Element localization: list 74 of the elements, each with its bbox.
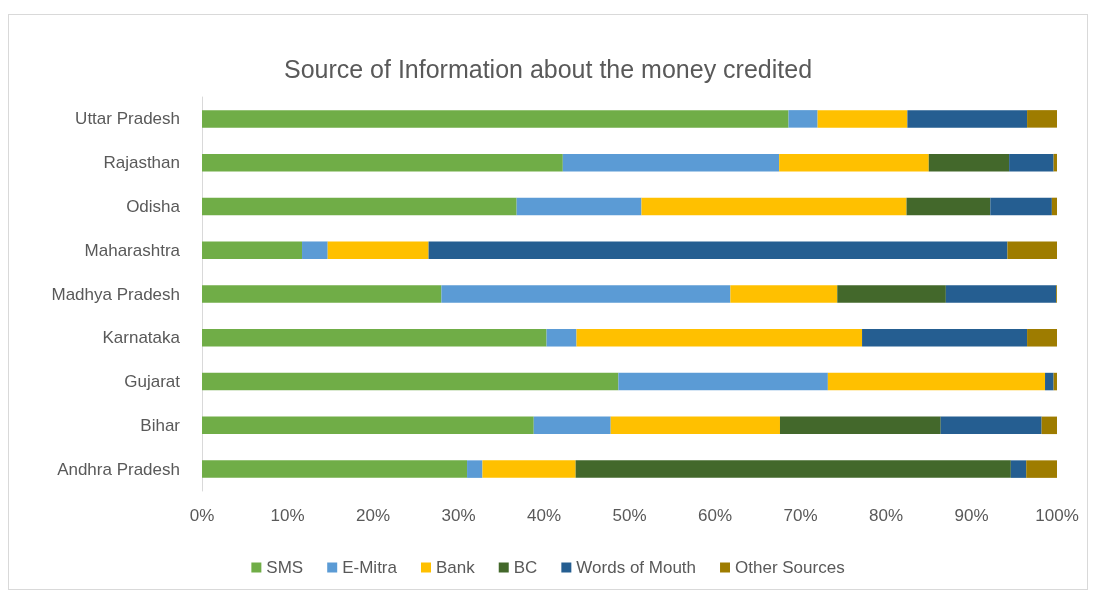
- bar: [1009, 153, 1054, 172]
- bar: [482, 460, 576, 478]
- x-tick-label: 100%: [1035, 506, 1079, 525]
- legend-label: Other Sources: [735, 558, 845, 577]
- bar: [533, 416, 611, 435]
- bar: [945, 285, 1057, 303]
- legend-label: Words of Mouth: [576, 558, 697, 577]
- x-tick-label: 20%: [355, 506, 391, 525]
- y-tick-label: Madhya Pradesh: [51, 284, 180, 304]
- bar: [788, 110, 818, 128]
- y-tick-label: Odisha: [126, 196, 181, 216]
- legend-label: SMS: [266, 558, 304, 577]
- x-tick-label: 60%: [697, 506, 733, 525]
- bar: [906, 197, 991, 216]
- bar: [516, 197, 642, 216]
- bar: [907, 110, 1028, 128]
- bar: [302, 241, 328, 259]
- y-tick-label: Maharashtra: [84, 240, 181, 260]
- bar: [990, 197, 1052, 216]
- bar: [730, 285, 838, 303]
- bar: [618, 372, 828, 391]
- y-tick-label: Gujarat: [124, 372, 181, 392]
- x-tick-label: 50%: [612, 506, 647, 525]
- bar: [562, 153, 780, 172]
- x-tick-label: 90%: [954, 506, 989, 525]
- y-tick-label: Andhra Pradesh: [57, 459, 180, 479]
- bar: [467, 460, 483, 478]
- x-tick-label: 80%: [868, 506, 904, 525]
- bar: [202, 285, 442, 303]
- bar: [928, 153, 1010, 172]
- bar: [827, 372, 1046, 391]
- legend-label: E-Mitra: [342, 558, 398, 577]
- x-tick-label: 10%: [270, 506, 305, 525]
- bar: [1007, 241, 1057, 259]
- bar: [1045, 372, 1054, 391]
- bar: [1027, 329, 1057, 347]
- bar: [202, 416, 534, 435]
- x-tick-label: 40%: [526, 506, 562, 525]
- bar: [837, 285, 946, 303]
- bar: [441, 285, 731, 303]
- bar: [202, 329, 547, 347]
- bar: [779, 153, 929, 172]
- bar: [576, 329, 863, 347]
- bar: [202, 372, 619, 391]
- bar: [428, 241, 1008, 259]
- bar: [575, 460, 1011, 478]
- x-tick-label: 70%: [783, 506, 818, 525]
- y-tick-label: Bihar: [140, 415, 181, 435]
- bar: [1027, 110, 1057, 128]
- bar: [327, 241, 429, 259]
- bar: [862, 329, 1028, 347]
- bar: [1010, 460, 1027, 478]
- bar: [1051, 197, 1057, 216]
- x-tick-label: 0%: [189, 506, 215, 525]
- bar: [202, 197, 517, 216]
- bar: [940, 416, 1042, 435]
- bar: [202, 153, 563, 172]
- y-tick-label: Karnataka: [102, 328, 181, 348]
- bar: [546, 329, 577, 347]
- bar: [610, 416, 780, 435]
- x-tick-label: 30%: [441, 506, 476, 525]
- legend-label: BC: [513, 558, 538, 577]
- bar: [202, 460, 468, 478]
- y-tick-label: Uttar Pradesh: [75, 109, 180, 129]
- legend-label: Bank: [435, 558, 476, 577]
- chart-title: Source of Information about the money credited: [283, 54, 813, 83]
- bar: [641, 197, 907, 216]
- y-tick-label: Rajasthan: [103, 153, 180, 173]
- bar: [779, 416, 941, 435]
- bar: [1041, 416, 1057, 435]
- bar: [202, 241, 303, 259]
- bar: [1026, 460, 1057, 478]
- bar: [817, 110, 908, 128]
- bar: [202, 110, 789, 128]
